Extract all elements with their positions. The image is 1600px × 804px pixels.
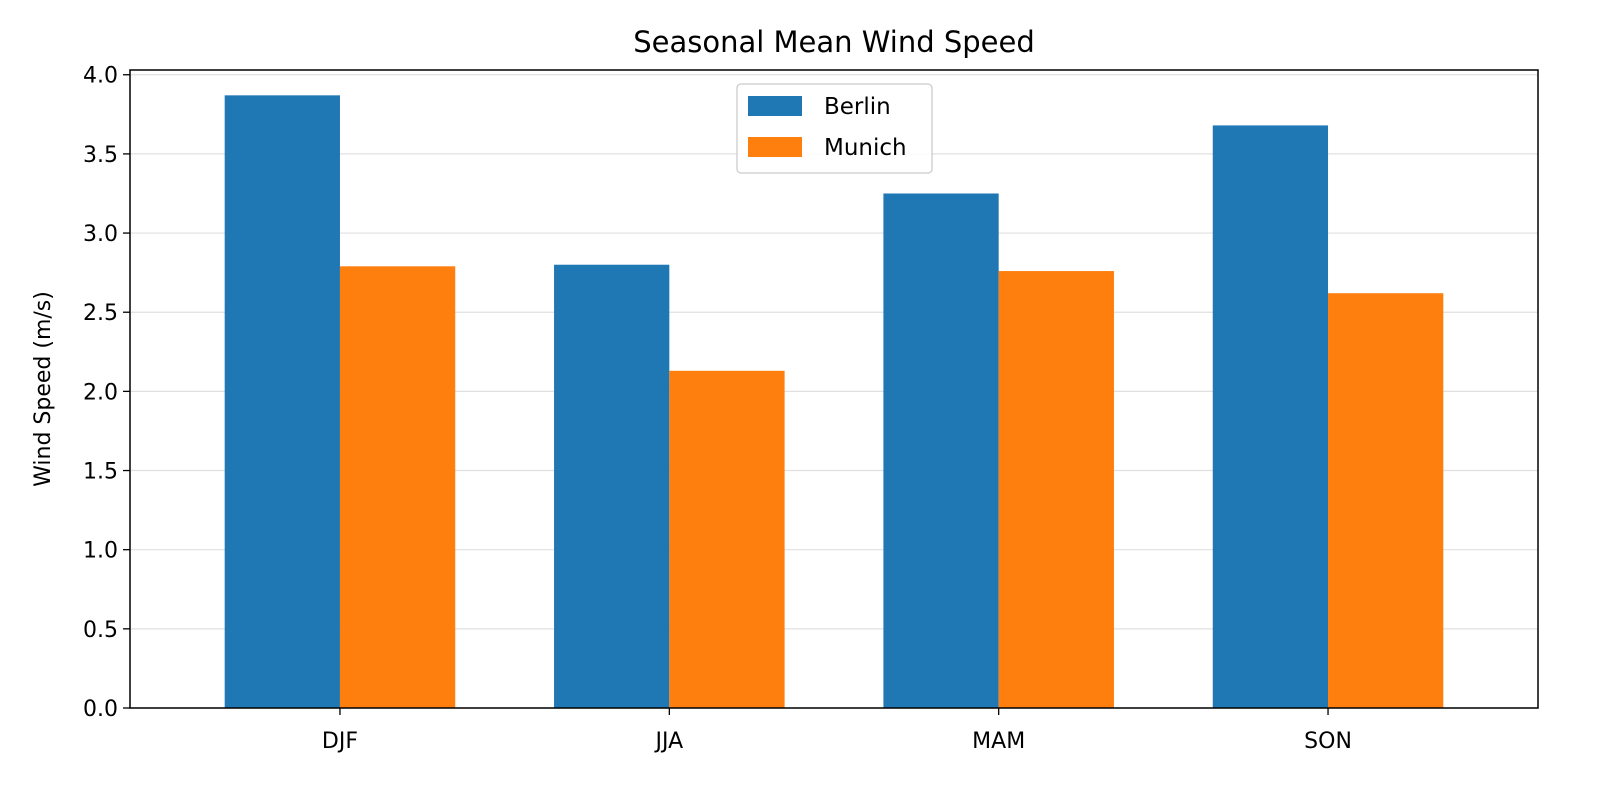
bar-munich-jja [669,370,785,708]
legend: Berlin Munich [736,83,933,174]
chart-title: Seasonal Mean Wind Speed [633,25,1035,59]
y-tick-label: 3.0 [83,222,118,247]
y-tick-label: 1.5 [83,460,118,485]
bar-berlin-son [1212,125,1329,709]
bar-berlin-mam [883,193,999,708]
y-tick-label: 3.5 [83,143,118,168]
y-tick-label: 0.5 [83,618,118,643]
plot-frame [129,69,1539,709]
y-tick-label: 2.5 [83,301,118,326]
x-axis: DJF JJA MAM SON [322,708,1352,754]
legend-swatch-munich [748,137,802,157]
x-tick-label: MAM [972,729,1025,754]
y-axis-label: Wind Speed (m/s) [31,291,56,487]
y-tick-label: 0.0 [83,697,118,722]
x-tick-label: JJA [654,729,684,754]
bar-munich-djf [339,266,456,708]
bars [224,95,1444,709]
y-axis: 0.0 0.5 1.0 1.5 2.0 2.5 3.0 3.5 4.0 [83,64,130,722]
y-tick-label: 4.0 [83,64,118,89]
bar-berlin-djf [224,95,340,709]
legend-label-munich: Munich [824,135,907,161]
y-tick-label: 2.0 [83,380,118,405]
legend-swatch-berlin [748,96,802,116]
bar-munich-son [1328,293,1444,708]
bar-berlin-jja [554,264,670,708]
y-tick-label: 1.0 [83,539,118,564]
bar-munich-mam [998,271,1114,708]
x-tick-label: SON [1304,729,1352,754]
x-tick-label: DJF [322,729,358,754]
legend-label-berlin: Berlin [824,94,891,120]
